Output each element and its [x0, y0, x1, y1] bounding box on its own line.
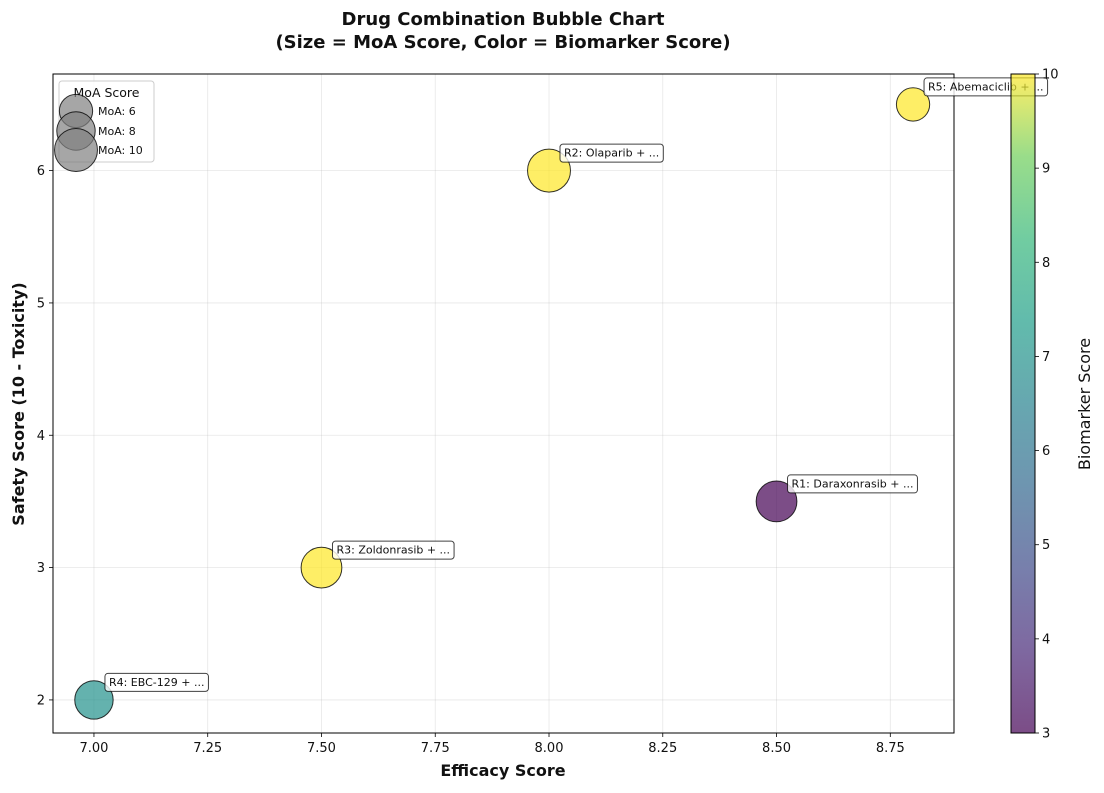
colorbar: Biomarker Score 3 4 5 6 7 8 9 10: [1010, 68, 1094, 742]
colorbar-tick-label: 6: [1042, 444, 1050, 459]
legend-title: MoA Score: [74, 85, 140, 100]
bubbles-layer: [74, 87, 931, 720]
colorbar-tick-label: 10: [1042, 68, 1059, 83]
annotation-box: [559, 143, 664, 163]
grid-lines: [53, 74, 954, 733]
y-tick-label: 2: [37, 693, 45, 708]
colorbar-tick-label: 8: [1042, 256, 1050, 271]
chart-title-line2: (Size = MoA Score, Color = Biomarker Sco…: [275, 32, 730, 53]
legend-entry-label: MoA: 8: [98, 125, 136, 138]
colorbar-tick-label: 4: [1042, 632, 1050, 647]
colorbar-tick-label: 3: [1042, 727, 1050, 742]
x-tick-label: 7.00: [79, 741, 108, 756]
annotation-box: [331, 540, 455, 560]
y-tick-label: 3: [37, 561, 45, 576]
y-axis-ticks: 2 3 4 5 6: [37, 164, 53, 708]
bubble-point: [755, 480, 798, 523]
colorbar-tick-label: 9: [1042, 162, 1050, 177]
annotation-box: [787, 474, 918, 494]
annotations-layer: R1: Daraxonrasib + ... R2: Olaparib + ...…: [104, 77, 1049, 692]
x-tick-label: 8.00: [535, 741, 564, 756]
y-axis-label: Safety Score (10 - Toxicity): [9, 282, 28, 525]
point-annotation: R4: EBC-129 + ...: [104, 672, 209, 692]
y-tick-label: 5: [37, 296, 45, 311]
annotation-box: [104, 672, 209, 692]
x-tick-label: 8.50: [762, 741, 791, 756]
annotation-label: R1: Daraxonrasib + ...: [792, 477, 914, 490]
colorbar-label: Biomarker Score: [1075, 338, 1094, 470]
point-annotation: R1: Daraxonrasib + ...: [787, 474, 918, 494]
legend-entry-label: MoA: 10: [98, 144, 143, 157]
colorbar-tick-label: 7: [1042, 350, 1050, 365]
x-tick-label: 7.50: [307, 741, 336, 756]
x-tick-label: 7.25: [193, 741, 222, 756]
x-axis-ticks: 7.00 7.25 7.50 7.75 8.00 8.25 8.50 8.75: [79, 733, 905, 756]
y-tick-label: 4: [37, 429, 45, 444]
annotation-label: R3: Zoldonrasib + ...: [336, 544, 450, 557]
legend-bubble: [54, 128, 98, 172]
colorbar-gradient: [1010, 73, 1036, 734]
chart-title-line1: Drug Combination Bubble Chart: [342, 9, 665, 30]
bubble-point: [300, 546, 343, 589]
x-tick-label: 8.75: [876, 741, 905, 756]
bubble-point: [74, 680, 114, 720]
colorbar-tick-label: 5: [1042, 538, 1050, 553]
x-tick-label: 7.75: [421, 741, 450, 756]
point-annotation: R2: Olaparib + ...: [559, 143, 664, 163]
legend-entry-label: MoA: 6: [98, 105, 136, 118]
annotation-label: R4: EBC-129 + ...: [109, 676, 205, 689]
x-tick-label: 8.25: [648, 741, 677, 756]
moa-size-legend: MoA Score MoA: 6 MoA: 8 MoA: 10: [54, 80, 155, 172]
plot-frame: [52, 73, 955, 734]
annotation-label: R2: Olaparib + ...: [564, 147, 659, 160]
x-axis-label: Efficacy Score: [440, 761, 565, 780]
bubble-point: [895, 87, 931, 122]
y-tick-label: 6: [37, 164, 45, 179]
point-annotation: R3: Zoldonrasib + ...: [331, 540, 455, 560]
